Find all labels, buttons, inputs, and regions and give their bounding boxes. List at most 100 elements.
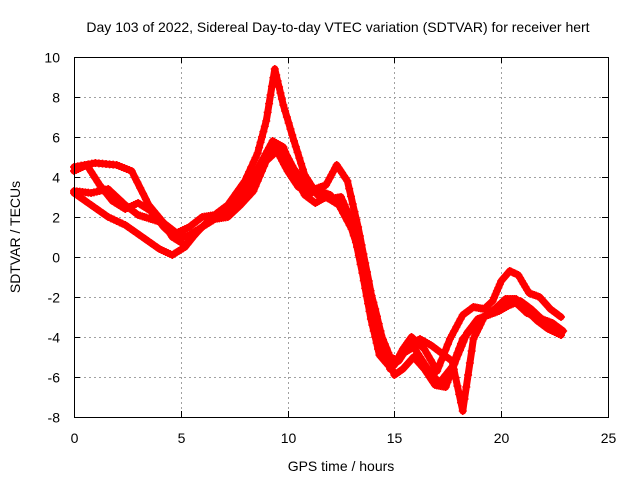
data-point (135, 200, 141, 206)
tick-layer: 0 5 10 15 20 25 -8 -6 -4 -2 0 2 4 6 8 10 (44, 50, 616, 447)
data-point-marker (260, 122, 269, 131)
data-point-marker (371, 314, 380, 323)
data-point (396, 358, 402, 364)
data-point-marker (345, 220, 354, 228)
data-point (502, 296, 508, 302)
data-point-marker (249, 158, 258, 167)
data-point (122, 222, 128, 228)
data-point (291, 138, 297, 144)
data-point-marker (380, 340, 389, 348)
data-point-marker (273, 77, 282, 85)
data-point-marker (460, 395, 469, 403)
data-point-marker (257, 133, 266, 141)
data-point-marker (386, 360, 395, 368)
data-point (280, 102, 286, 108)
data-point (212, 216, 218, 222)
series-line-track-2 (70, 141, 565, 387)
data-point-marker (379, 335, 388, 344)
data-point-marker (464, 371, 473, 379)
data-point (246, 182, 252, 188)
data-point (285, 168, 291, 174)
data-point-marker (255, 143, 264, 152)
data-point-marker (256, 138, 265, 147)
data-point (549, 320, 555, 326)
data-point-marker (387, 363, 396, 372)
data-point (434, 368, 440, 374)
data-point-marker (281, 147, 290, 156)
data-point (481, 314, 487, 320)
data-point (406, 342, 412, 348)
data-point (186, 232, 192, 238)
data-point (526, 290, 532, 296)
data-point-marker (455, 390, 464, 399)
data-point-marker (354, 244, 363, 252)
y-tick-label: 0 (52, 250, 60, 266)
data-point-marker (276, 89, 285, 97)
data-point-marker (288, 131, 297, 139)
data-point (105, 214, 111, 220)
y-tick-label: 10 (44, 50, 60, 66)
data-point (460, 312, 466, 318)
data-point (295, 184, 301, 190)
data-point-marker (476, 320, 485, 329)
data-point (470, 304, 476, 310)
x-tick-label: 5 (178, 430, 186, 446)
data-point (524, 308, 530, 314)
data-point-marker (356, 253, 365, 261)
data-point-marker (455, 346, 464, 355)
data-point-marker (465, 359, 474, 367)
data-point (421, 346, 427, 352)
data-point (338, 194, 344, 200)
y-tick-label: 2 (52, 210, 60, 226)
data-point (535, 318, 541, 324)
data-point-marker (456, 398, 465, 407)
x-axis-label: GPS time / hours (288, 458, 395, 474)
data-point-marker (352, 215, 361, 224)
data-point (432, 382, 438, 388)
data-point-marker (358, 262, 367, 270)
data-point-marker (341, 210, 350, 218)
data-point-marker (348, 200, 357, 208)
data-point-marker (291, 142, 300, 151)
x-tick-label: 25 (601, 430, 617, 446)
data-point-marker (141, 195, 150, 204)
data-point (376, 328, 382, 334)
data-point (558, 332, 564, 338)
series-track-3 (70, 137, 568, 391)
data-point (391, 372, 397, 378)
x-tick-label: 20 (494, 430, 510, 446)
data-point (366, 290, 372, 296)
y-axis-label: SDTVAR / TECUs (7, 181, 23, 293)
data-point (97, 182, 103, 188)
data-point-marker (266, 91, 275, 99)
data-point-marker (130, 172, 139, 181)
data-point (334, 162, 340, 168)
data-point (139, 234, 145, 240)
y-tick-label: -8 (48, 410, 61, 426)
data-point-marker (435, 361, 444, 370)
y-tick-label: -4 (48, 330, 61, 346)
data-point (92, 160, 98, 166)
y-tick-label: -6 (48, 370, 61, 386)
data-point-marker (136, 184, 145, 192)
data-point-marker (298, 165, 307, 174)
data-point (88, 202, 94, 208)
data-point-marker (360, 271, 369, 279)
data-point (537, 294, 543, 300)
data-point (438, 350, 444, 356)
data-point (411, 354, 417, 360)
data-point (327, 192, 333, 198)
data-point (225, 214, 231, 220)
data-point-marker (459, 337, 468, 346)
data-point (490, 298, 496, 304)
data-point (515, 272, 521, 278)
data-point (545, 326, 551, 332)
data-point-marker (349, 230, 358, 238)
data-point-marker (449, 365, 458, 374)
x-tick-label: 10 (281, 430, 297, 446)
data-point-marker (457, 342, 466, 350)
data-point-marker (247, 163, 256, 171)
data-point (323, 182, 329, 188)
data-point (428, 342, 434, 348)
